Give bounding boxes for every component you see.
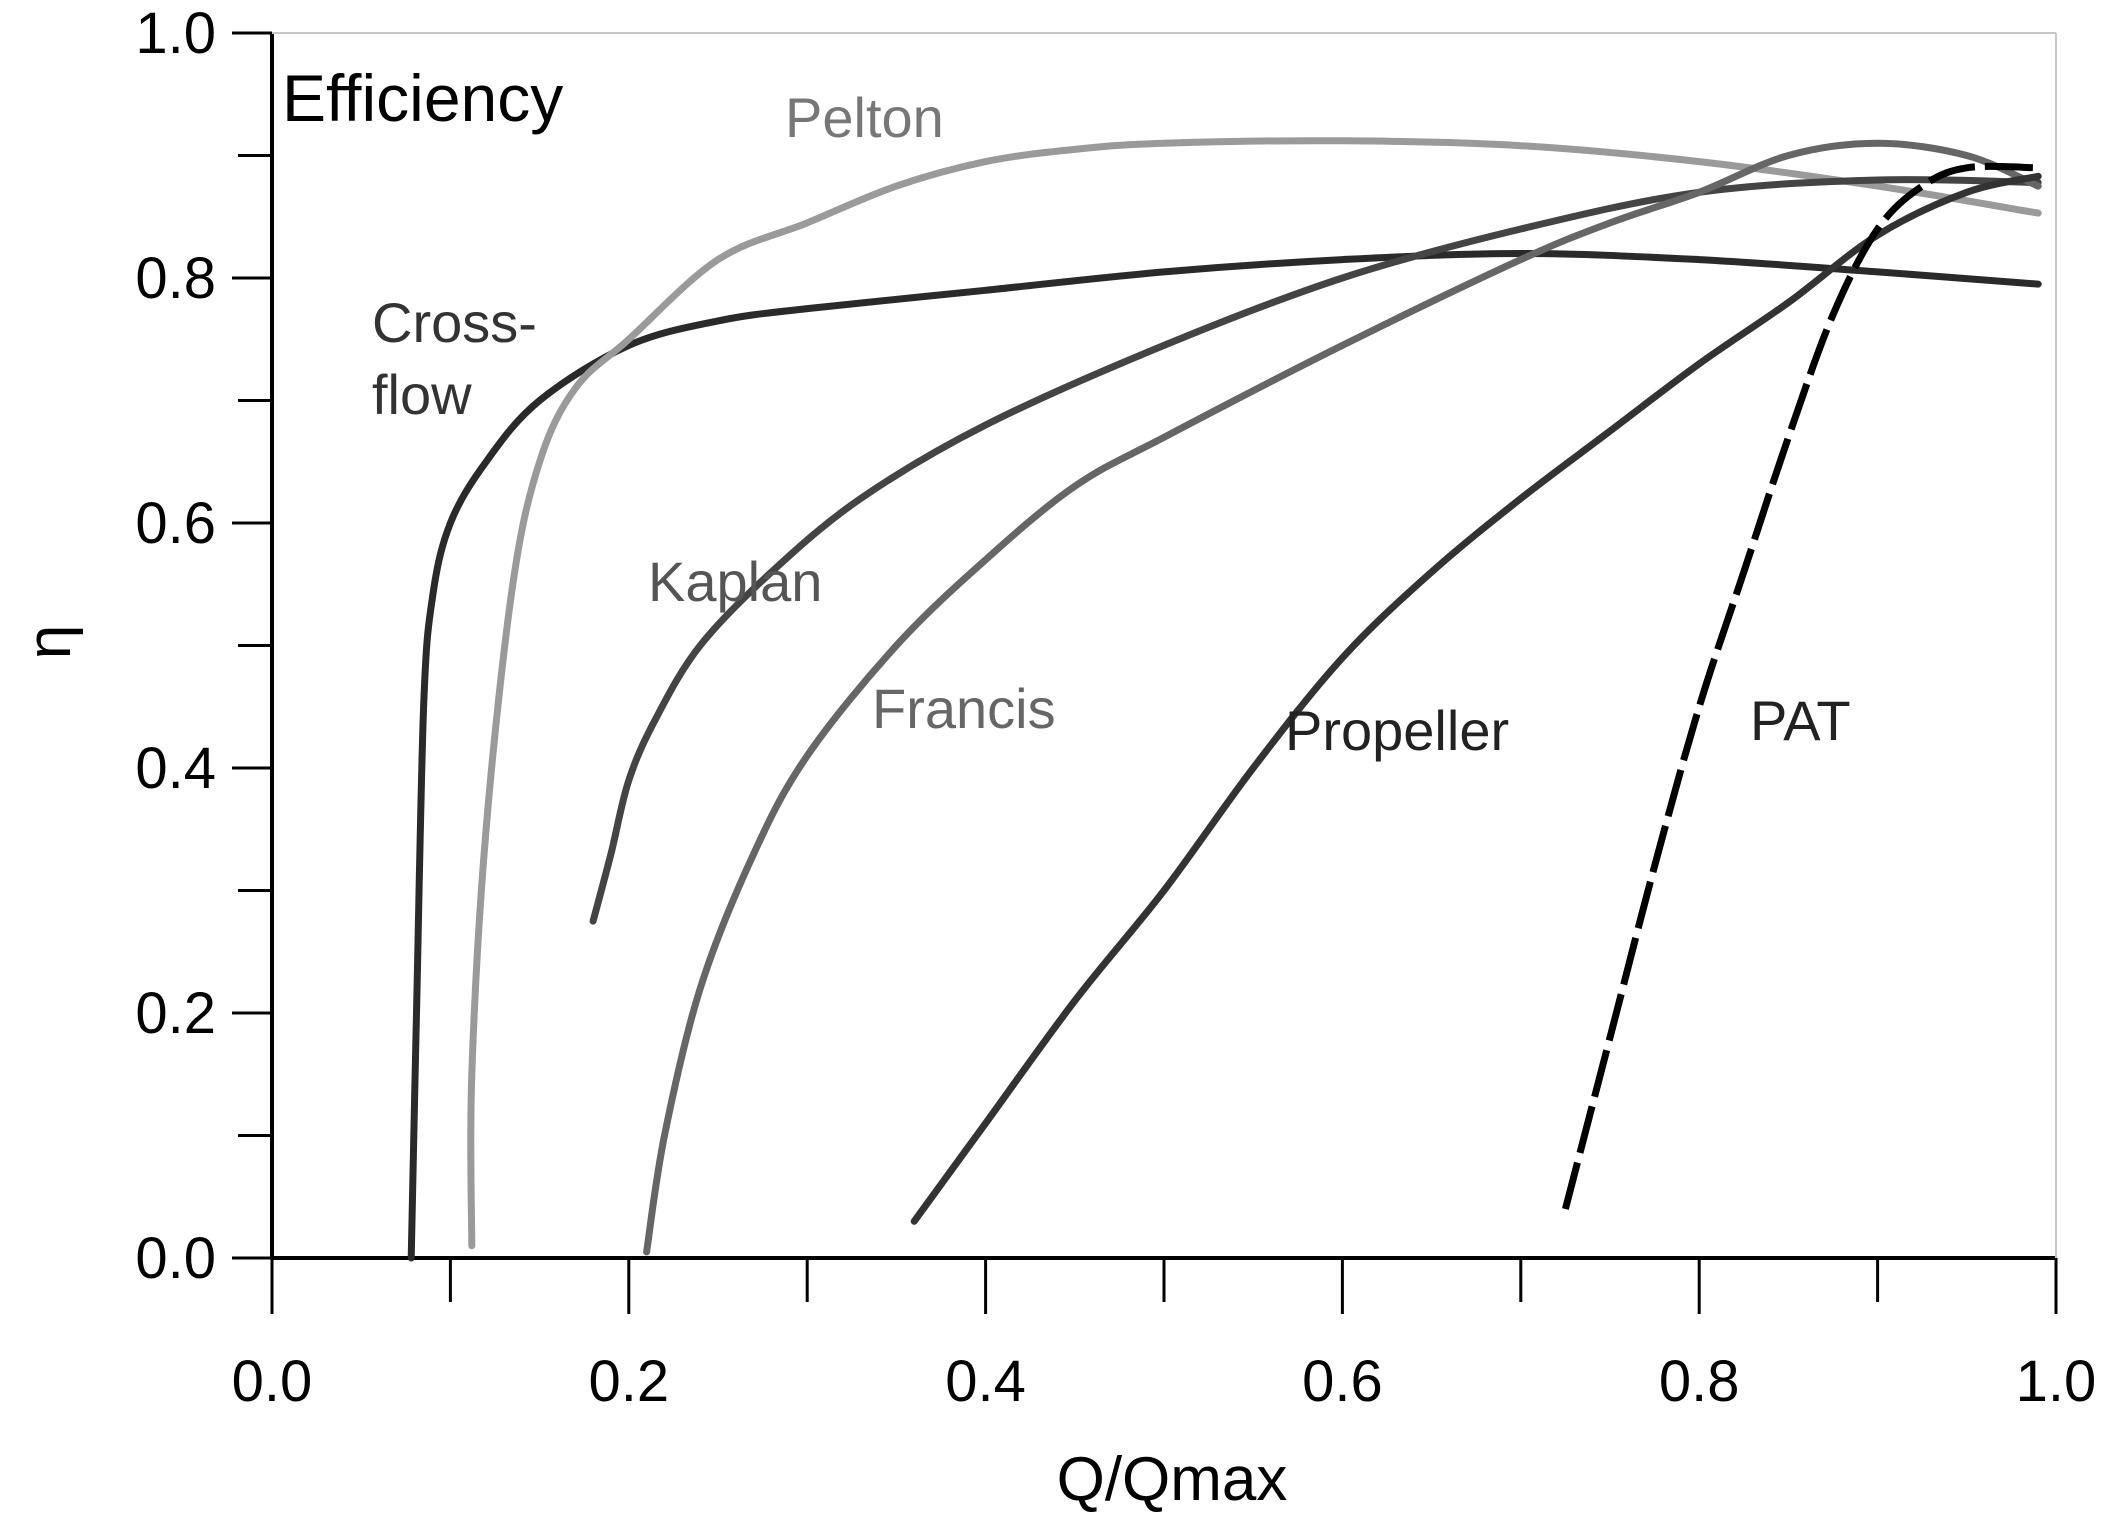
y-tick-label: 0.8 [135,246,216,311]
series-line-pelton [467,137,2042,1250]
plot-frame [270,32,2057,1260]
series-lines [407,137,2042,1262]
series-label-francis: Francis [872,677,1056,740]
x-tick-label: 0.6 [1302,1349,1383,1414]
y-axis-ticks: 0.0 0.2 0.4 0.6 0.8 1.0 [135,1,272,1291]
x-axis-ticks: 0.0 0.2 0.4 0.6 0.8 1.0 [232,1258,2097,1414]
x-axis-title: Q/Qmax [1057,1445,1288,1514]
y-axis-title: η [15,625,84,659]
x-tick-label: 1.0 [2016,1349,2097,1414]
x-tick-label: 0.4 [945,1349,1026,1414]
series-label-propeller: Propeller [1285,699,1509,762]
y-tick-label: 0.6 [135,491,216,556]
x-tick-label: 0.2 [588,1349,669,1414]
series-labels: Cross-flow Pelton Kaplan Francis Propeller PA… [372,86,1851,762]
series-label-kaplan: Kaplan [648,550,822,613]
y-tick-label: 0.2 [135,981,216,1046]
y-tick-label: 1.0 [135,1,216,66]
series-line-crossflow [407,250,2042,1262]
x-tick-label: 0.8 [1659,1349,1740,1414]
y-tick-label: 0.4 [135,736,216,801]
x-tick-label: 0.0 [232,1349,313,1414]
y-tick-label: 0.0 [135,1226,216,1291]
chart-title: Efficiency [282,61,563,135]
series-line-francis [643,139,2042,1256]
series-line-propeller [910,172,2042,1225]
series-label-crossflow: Cross-flow [372,291,537,426]
series-label-pelton: Pelton [785,86,944,149]
series-line-pat [1562,162,2039,1210]
series-label-pat: PAT [1750,689,1851,752]
